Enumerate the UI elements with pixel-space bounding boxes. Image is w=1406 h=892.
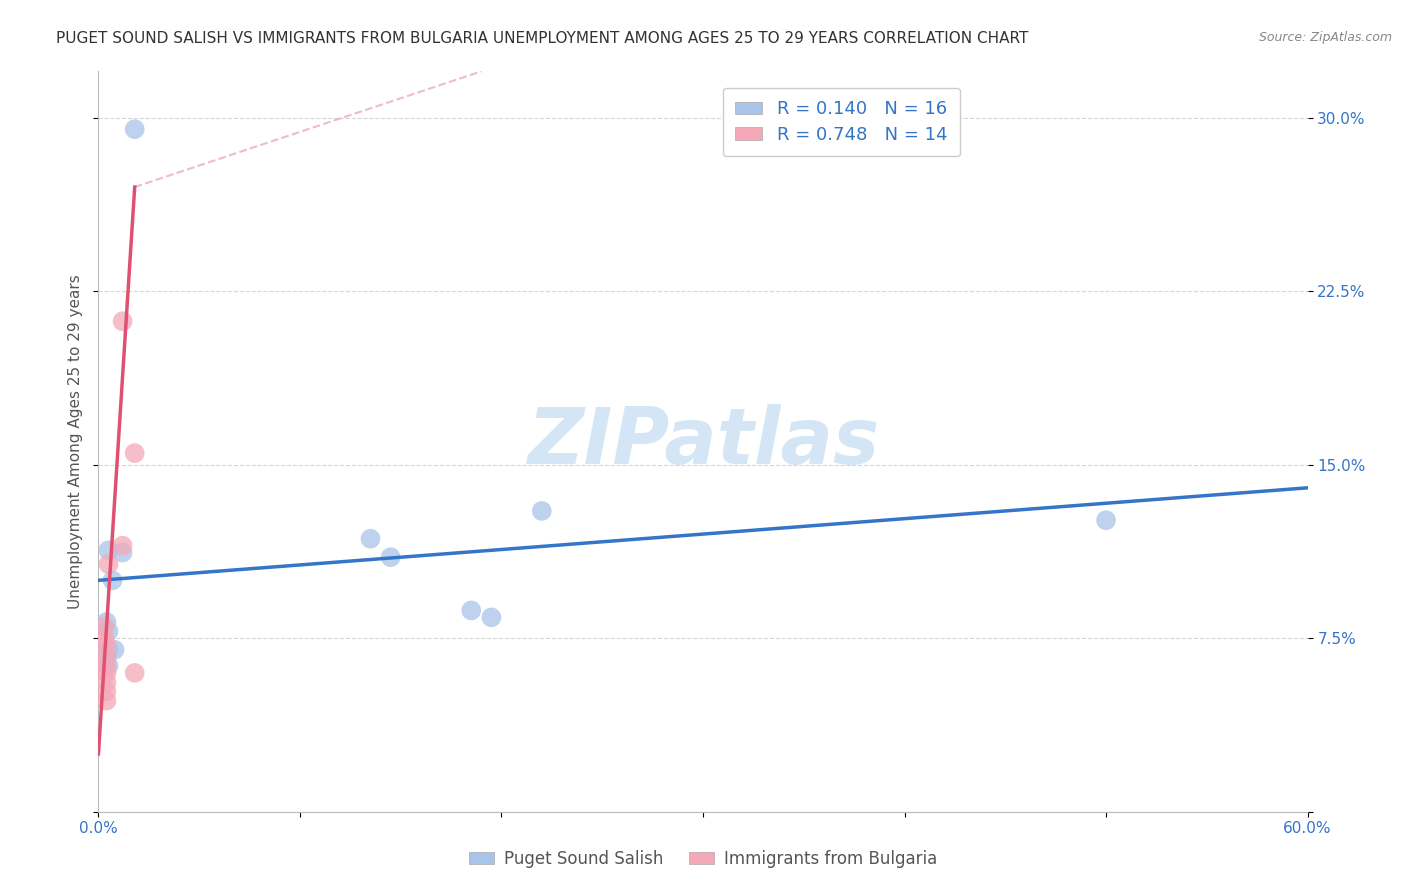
Point <box>93 631 115 645</box>
Point <box>101 574 124 588</box>
Point <box>97 659 120 673</box>
Text: ZIPatlas: ZIPatlas <box>527 403 879 480</box>
Point <box>96 638 118 652</box>
Point <box>380 550 402 565</box>
Y-axis label: Unemployment Among Ages 25 to 29 years: Unemployment Among Ages 25 to 29 years <box>67 274 83 609</box>
Point <box>97 543 120 558</box>
Point <box>96 684 118 698</box>
Point <box>111 314 134 328</box>
Point <box>96 675 118 690</box>
Point <box>103 642 125 657</box>
Point <box>111 539 134 553</box>
Point <box>530 504 553 518</box>
Point <box>97 557 120 571</box>
Point <box>124 446 146 460</box>
Point <box>481 610 503 624</box>
Point <box>96 649 118 664</box>
Point <box>96 694 118 708</box>
Point <box>124 665 146 680</box>
Point <box>111 545 134 560</box>
Text: Source: ZipAtlas.com: Source: ZipAtlas.com <box>1258 31 1392 45</box>
Point <box>96 665 118 680</box>
Point <box>97 624 120 639</box>
Point <box>93 619 115 633</box>
Point <box>96 615 118 629</box>
Point <box>97 642 120 657</box>
Point <box>124 122 146 136</box>
Legend: Puget Sound Salish, Immigrants from Bulgaria: Puget Sound Salish, Immigrants from Bulg… <box>463 844 943 875</box>
Point <box>360 532 382 546</box>
Point <box>1095 513 1118 527</box>
Text: PUGET SOUND SALISH VS IMMIGRANTS FROM BULGARIA UNEMPLOYMENT AMONG AGES 25 TO 29 : PUGET SOUND SALISH VS IMMIGRANTS FROM BU… <box>56 31 1029 46</box>
Point <box>460 603 482 617</box>
Point <box>96 649 118 664</box>
Point <box>96 659 118 673</box>
Legend: R = 0.140   N = 16, R = 0.748   N = 14: R = 0.140 N = 16, R = 0.748 N = 14 <box>723 87 960 156</box>
